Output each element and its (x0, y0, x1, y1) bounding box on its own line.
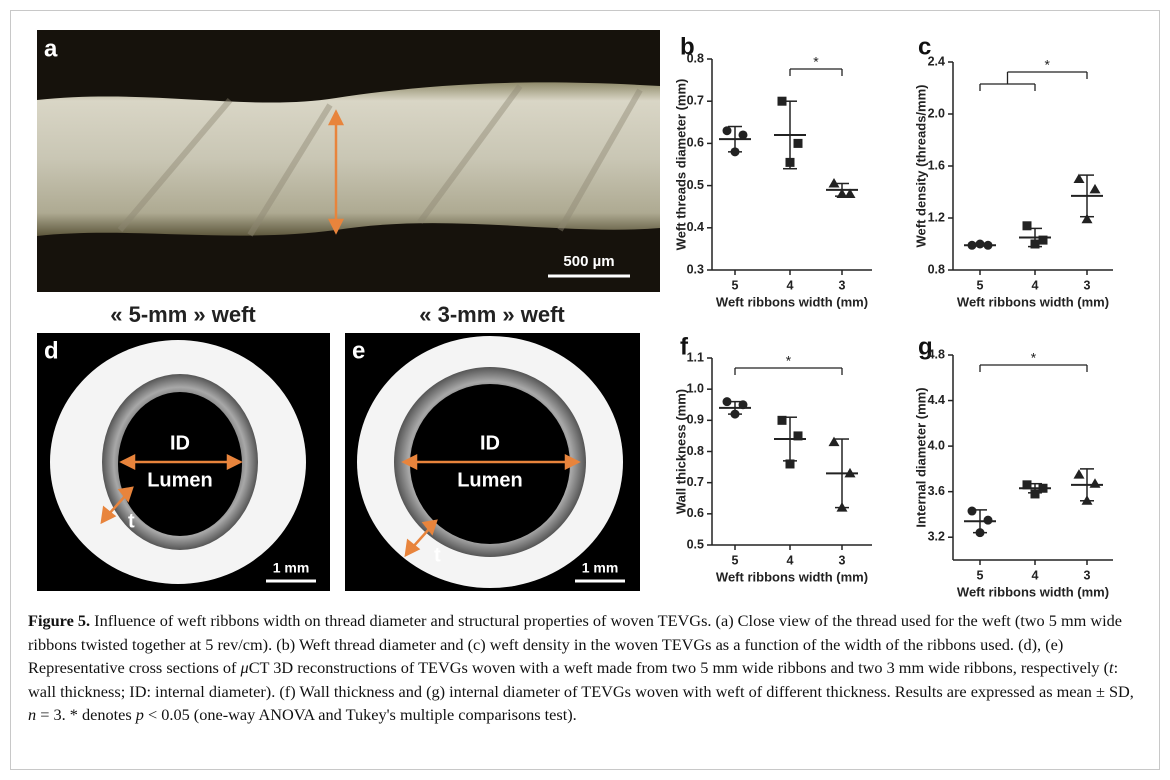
x-tick-label: 4 (1032, 568, 1039, 582)
panel-header: « 3-mm » weft (419, 302, 565, 327)
figure-graphics: 500 µm a « 5-mm » weft ID Lumen t 1 mm d… (0, 0, 1170, 600)
y-tick-label: 0.9 (687, 413, 704, 427)
panel-letter: d (44, 337, 59, 364)
caption: Figure 5. Influence of weft ribbons widt… (28, 609, 1138, 727)
point (723, 126, 732, 135)
y-tick-label: 4.8 (928, 347, 945, 361)
y-tick-label: 0.7 (687, 475, 704, 489)
y-tick-label: 4.0 (928, 438, 945, 452)
x-tick-label: 4 (1032, 278, 1039, 292)
panel-letter: a (44, 35, 58, 62)
x-tick-label: 4 (787, 553, 794, 567)
caption-label: Figure 5. (28, 611, 90, 630)
t-label: t (128, 510, 135, 532)
x-tick-label: 4 (787, 278, 794, 292)
t-label: t (434, 544, 441, 566)
x-axis-label: Weft ribbons width (mm) (716, 569, 868, 584)
panel-header: « 5-mm » weft (110, 302, 256, 327)
lumen-label: Lumen (457, 469, 523, 491)
significance-label: * (1045, 57, 1051, 73)
caption-text: = 3. * denotes (36, 705, 136, 724)
id-label: ID (170, 432, 190, 454)
lumen-label: Lumen (147, 469, 213, 491)
x-tick-label: 3 (1084, 568, 1091, 582)
x-tick-label: 3 (1084, 278, 1091, 292)
y-tick-label: 0.6 (687, 136, 704, 150)
y-tick-label: 2.0 (928, 106, 945, 120)
x-tick-label: 5 (732, 553, 739, 567)
y-tick-label: 0.6 (687, 506, 704, 520)
point (968, 507, 977, 516)
y-tick-label: 0.5 (687, 178, 704, 192)
x-tick-label: 5 (977, 568, 984, 582)
point (1090, 478, 1101, 488)
point (1074, 469, 1085, 479)
x-tick-label: 3 (839, 553, 846, 567)
y-axis-label: Internal diameter (mm) (913, 387, 928, 527)
point (829, 437, 840, 447)
y-tick-label: 1.6 (928, 158, 945, 172)
lumen (118, 392, 242, 536)
scale-bar-label: 500 µm (563, 253, 614, 270)
x-tick-label: 5 (732, 278, 739, 292)
y-tick-label: 4.4 (928, 393, 945, 407)
y-axis-label: Weft threads diameter (mm) (673, 79, 688, 251)
y-axis-label: Wall thickness (mm) (673, 389, 688, 514)
x-axis-label: Weft ribbons width (mm) (716, 294, 868, 309)
scale-bar-label: 1 mm (273, 560, 310, 576)
panel-letter: e (352, 337, 365, 364)
y-tick-label: 2.4 (928, 54, 945, 68)
y-tick-label: 1.2 (928, 210, 945, 224)
id-label: ID (480, 432, 500, 454)
y-tick-label: 3.6 (928, 484, 945, 498)
y-tick-label: 3.2 (928, 530, 945, 544)
x-tick-label: 5 (977, 278, 984, 292)
scale-bar-label: 1 mm (582, 560, 619, 576)
point (794, 139, 803, 148)
y-tick-label: 0.5 (687, 537, 704, 551)
caption-text: p (136, 705, 144, 724)
y-tick-label: 0.3 (687, 262, 704, 276)
y-tick-label: 0.8 (687, 51, 704, 65)
significance-label: * (786, 353, 792, 369)
significance-label: * (1031, 350, 1037, 366)
y-tick-label: 0.7 (687, 93, 704, 107)
significance-label: * (813, 54, 819, 70)
figure: 500 µm a « 5-mm » weft ID Lumen t 1 mm d… (0, 0, 1170, 780)
y-tick-label: 0.8 (687, 444, 704, 458)
y-tick-label: 0.8 (928, 262, 945, 276)
lumen (410, 384, 570, 544)
x-axis-label: Weft ribbons width (mm) (957, 294, 1109, 309)
point (739, 130, 748, 139)
caption-text: μ (241, 658, 249, 677)
x-axis-label: Weft ribbons width (mm) (957, 584, 1109, 599)
caption-text: CT 3D reconstructions of TEVGs woven wit… (249, 658, 1109, 677)
y-tick-label: 1.1 (687, 350, 704, 364)
point (1090, 184, 1101, 194)
y-tick-label: 0.4 (687, 220, 704, 234)
y-axis-label: Weft density (threads/mm) (913, 84, 928, 247)
caption-text: < 0.05 (one-way ANOVA and Tukey's multip… (144, 705, 577, 724)
point (984, 516, 993, 525)
x-tick-label: 3 (839, 278, 846, 292)
y-tick-label: 1.0 (687, 381, 704, 395)
caption-text: n (28, 705, 36, 724)
